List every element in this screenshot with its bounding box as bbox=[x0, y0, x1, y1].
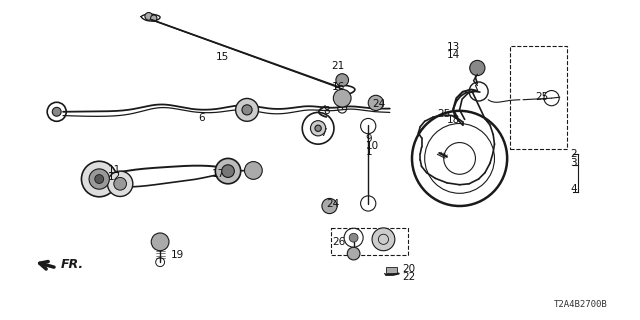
Circle shape bbox=[349, 233, 358, 242]
Text: 20: 20 bbox=[403, 264, 415, 274]
Circle shape bbox=[236, 99, 259, 121]
Circle shape bbox=[221, 165, 234, 178]
Text: 15: 15 bbox=[215, 52, 228, 62]
Circle shape bbox=[81, 161, 117, 197]
Text: 14: 14 bbox=[447, 50, 460, 60]
Text: 4: 4 bbox=[571, 184, 577, 194]
Circle shape bbox=[89, 169, 109, 189]
Circle shape bbox=[336, 74, 349, 86]
Text: 18: 18 bbox=[447, 115, 460, 125]
Circle shape bbox=[150, 15, 157, 21]
Text: 7: 7 bbox=[320, 128, 326, 138]
Circle shape bbox=[322, 198, 337, 214]
Text: 24: 24 bbox=[326, 199, 340, 209]
Text: 24: 24 bbox=[372, 100, 385, 109]
Text: 21: 21 bbox=[332, 61, 345, 71]
Text: 11: 11 bbox=[108, 164, 121, 174]
Bar bbox=[386, 267, 397, 273]
Circle shape bbox=[470, 60, 485, 76]
Circle shape bbox=[242, 105, 252, 115]
Text: 10: 10 bbox=[365, 141, 379, 151]
Circle shape bbox=[348, 247, 360, 260]
Circle shape bbox=[310, 121, 326, 136]
Text: 12: 12 bbox=[108, 172, 121, 182]
Circle shape bbox=[315, 125, 321, 132]
Circle shape bbox=[333, 89, 351, 107]
Bar bbox=[332, 228, 408, 255]
Circle shape bbox=[95, 175, 104, 183]
Circle shape bbox=[145, 12, 152, 20]
Text: T2A4B2700B: T2A4B2700B bbox=[554, 300, 607, 309]
Text: 2: 2 bbox=[571, 149, 577, 159]
Circle shape bbox=[52, 107, 61, 116]
Circle shape bbox=[108, 171, 133, 196]
Text: 16: 16 bbox=[332, 82, 345, 92]
Text: 26: 26 bbox=[333, 237, 346, 247]
Text: 22: 22 bbox=[403, 272, 416, 282]
Text: FR.: FR. bbox=[61, 258, 84, 271]
Text: 25: 25 bbox=[536, 92, 549, 101]
Circle shape bbox=[114, 178, 127, 190]
Text: 9: 9 bbox=[365, 134, 372, 144]
Text: 25: 25 bbox=[437, 109, 451, 119]
Bar bbox=[510, 46, 568, 149]
Circle shape bbox=[244, 162, 262, 179]
Text: 17: 17 bbox=[212, 169, 225, 179]
Text: 6: 6 bbox=[198, 113, 205, 123]
Circle shape bbox=[151, 233, 169, 251]
Text: 8: 8 bbox=[323, 106, 330, 116]
Text: 13: 13 bbox=[447, 42, 460, 52]
Text: 19: 19 bbox=[171, 250, 184, 260]
Circle shape bbox=[215, 158, 241, 184]
Text: 3: 3 bbox=[571, 158, 577, 168]
Circle shape bbox=[368, 95, 383, 110]
Text: 1: 1 bbox=[365, 147, 372, 157]
Circle shape bbox=[372, 228, 395, 251]
